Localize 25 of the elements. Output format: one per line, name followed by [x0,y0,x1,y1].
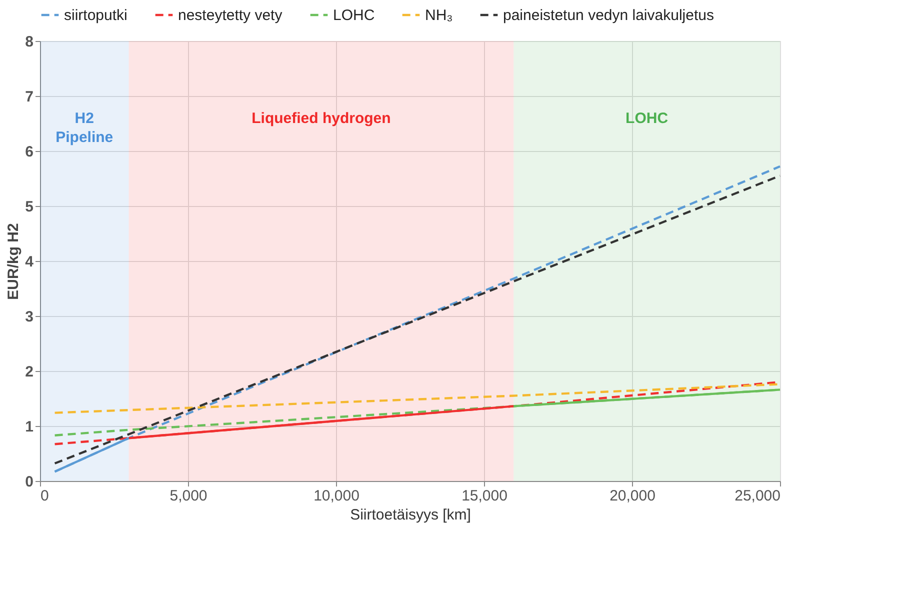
x-tick-label: 0 [40,488,49,504]
y-axis-title: EUR/kg H2 [5,223,22,300]
y-tick-label: 4 [25,254,34,270]
y-tick-label: 8 [25,34,34,50]
y-tick-label: 6 [25,144,34,160]
y-tick-label: 2 [25,364,34,380]
band-label: H2 Pipeline [56,110,114,146]
y-tick-label: 0 [25,474,34,490]
y-tick-label: 1 [25,418,34,436]
x-tick-label: 25,000 [734,488,780,504]
y-tick-label: 3 [25,308,34,326]
x-tick-label: 15,000 [462,488,508,504]
legend-label: nesteytetty vety [178,7,283,24]
band-label: LOHC [626,110,668,127]
band-label: Liquefied hydrogen [252,110,391,127]
legend-label: paineistetun vedyn laivakuljetus [503,7,714,24]
legend-label: siirtoputki [64,7,128,24]
y-tick-label: 5 [25,198,34,216]
x-tick-label: 20,000 [610,488,656,504]
x-tick-label: 5,000 [170,488,208,504]
x-axis-title: Siirtoetäisyys [km] [350,506,471,524]
x-tick-label: 10,000 [314,488,360,504]
legend-label: LOHC [333,7,375,24]
legend-label: NH₃ [425,7,453,24]
y-tick-label: 7 [25,88,34,106]
